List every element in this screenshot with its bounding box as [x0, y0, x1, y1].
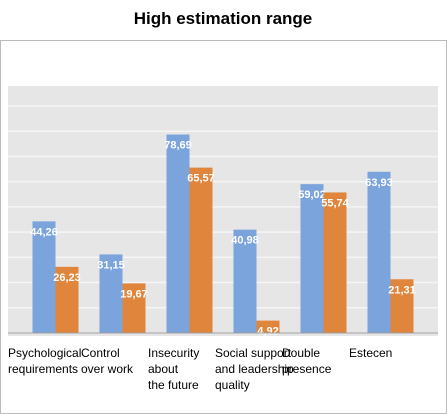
x-tick-label: about: [148, 362, 179, 376]
value-label: 21,31: [388, 284, 416, 296]
x-tick-label: Psychological: [8, 346, 81, 360]
x-tick-label: the future: [148, 378, 199, 392]
value-label: 59,02: [298, 189, 326, 201]
bar: [323, 192, 347, 333]
value-label: 44,26: [30, 226, 58, 238]
x-tick-label: quality: [215, 378, 250, 392]
x-tick-label: Estecen: [349, 346, 392, 360]
bar: [367, 171, 391, 333]
chart-title: High estimation range: [134, 9, 313, 28]
bar: [32, 221, 56, 333]
bar: [390, 279, 414, 333]
value-label: 78,69: [164, 140, 192, 152]
x-tick-label: over work: [81, 362, 134, 376]
bar: [256, 320, 280, 333]
bar: [166, 134, 190, 333]
x-tick-label: and leadership: [215, 362, 294, 376]
plot-background: [8, 86, 438, 336]
value-label: 63,93: [365, 177, 393, 189]
value-label: 55,74: [321, 197, 349, 209]
x-tick-label: Insecurity: [148, 346, 199, 360]
value-label: 4,92: [257, 326, 278, 338]
bar: [300, 184, 324, 333]
bar: [99, 254, 123, 333]
value-label: 31,15: [97, 259, 125, 271]
x-tick-label: presence: [282, 362, 332, 376]
bar: [55, 266, 79, 333]
x-tick-label: Double: [282, 346, 320, 360]
bar: [233, 229, 257, 333]
bar: [189, 167, 213, 333]
value-label: 40,98: [231, 235, 259, 247]
value-label: 65,57: [187, 173, 215, 185]
value-label: 26,23: [53, 272, 81, 284]
x-tick-label: Control: [81, 346, 120, 360]
x-tick-label: Social support: [215, 346, 292, 360]
bar: [122, 283, 146, 333]
x-tick-label: requirements: [8, 362, 78, 376]
value-label: 19,67: [120, 288, 148, 300]
